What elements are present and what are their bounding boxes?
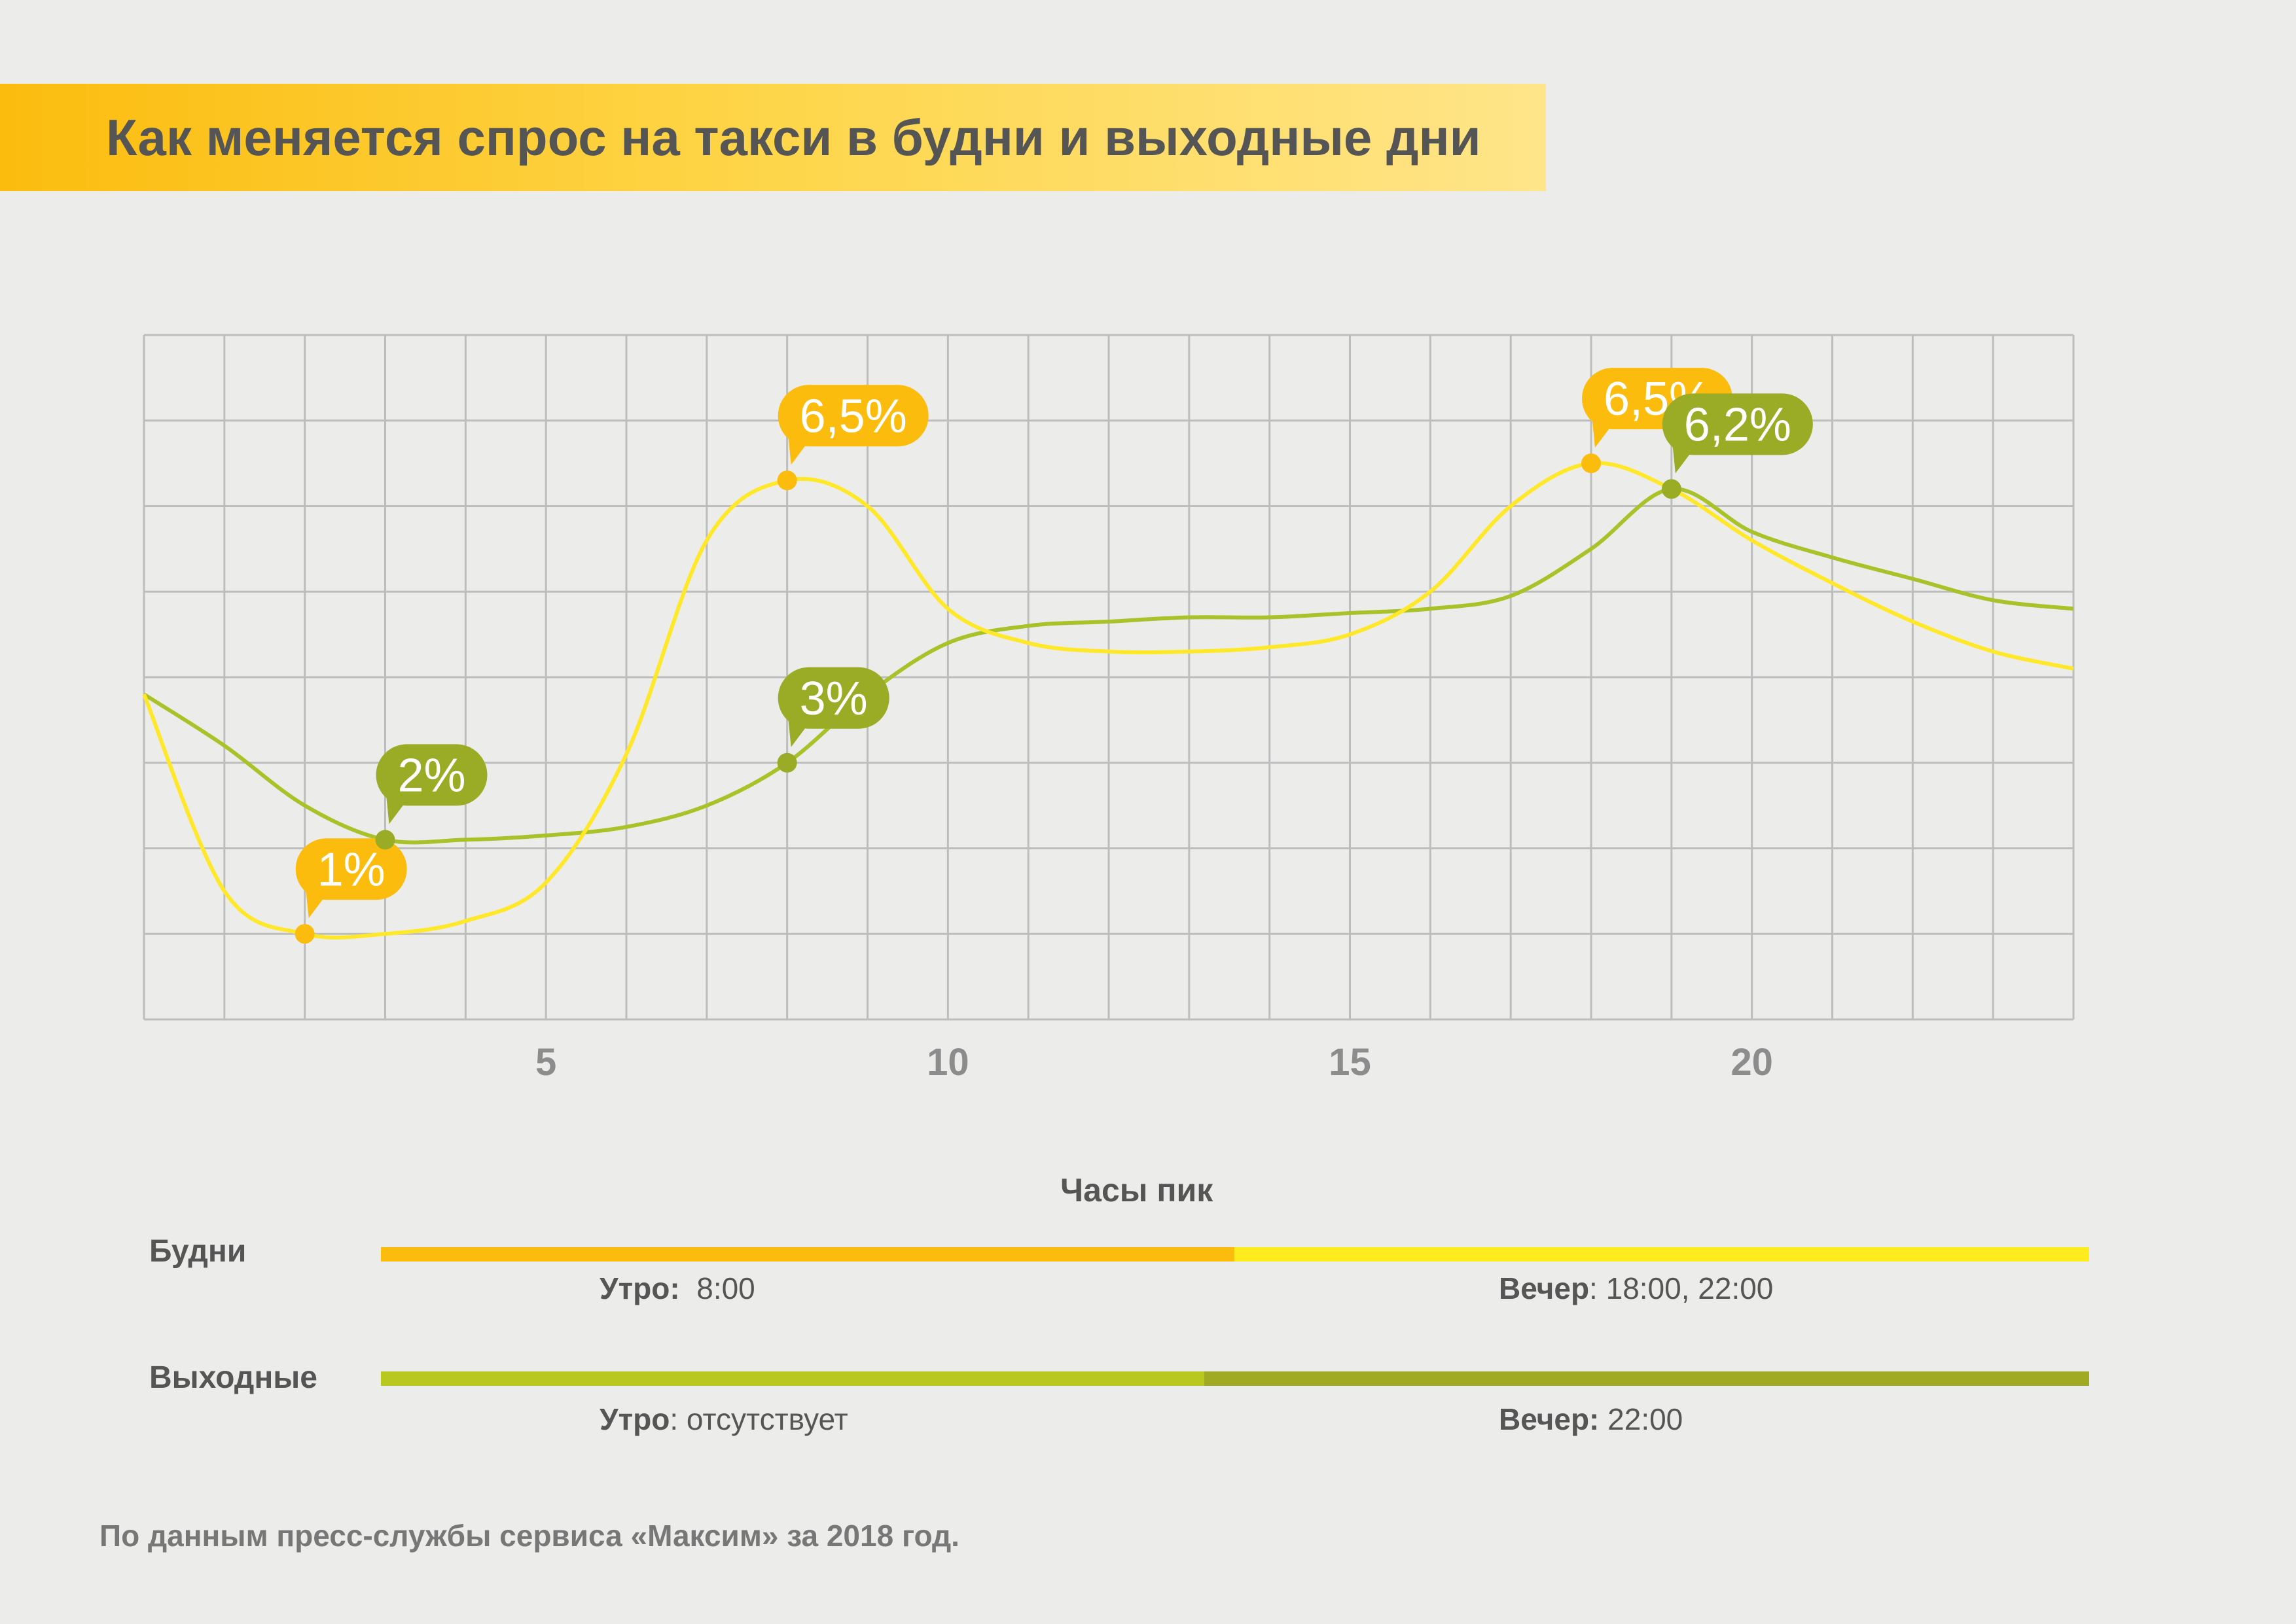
weekday-morning-bar: [381, 1247, 1234, 1262]
callout-pointer: [788, 438, 811, 465]
x-tick-label: 5: [535, 1041, 556, 1084]
callout-label: 6,2%: [1684, 398, 1791, 451]
weekday-evening-label: Вечер: [1499, 1271, 1590, 1305]
chart-annotations: 1%2%6,5%3%6,5%6,2%: [295, 368, 1813, 944]
x-tick-label: 10: [927, 1041, 969, 1084]
weekend-morning-label: Утро: [600, 1402, 670, 1436]
data-point-marker: [777, 752, 797, 773]
weekday-evening-value: : 18:00, 22:00: [1589, 1271, 1774, 1305]
weekday-morning-value: 8:00: [696, 1271, 755, 1305]
weekday-row-label: Будни: [149, 1234, 247, 1269]
callout-label: 3%: [800, 673, 868, 725]
callout-bubble: [295, 838, 407, 900]
weekend-evening-value: 22:00: [1607, 1402, 1683, 1436]
callout-label: 2%: [397, 749, 465, 802]
data-point-marker: [1661, 479, 1681, 499]
data-point-marker: [1581, 453, 1601, 474]
source-note: По данным пресс-службы сервиса «Максим» …: [99, 1519, 960, 1553]
weekday-series-line: [142, 461, 2074, 940]
data-point-marker: [777, 470, 797, 491]
callout-bubble: [778, 385, 929, 447]
annotation-callout: 2%: [376, 744, 488, 824]
callout-pointer: [306, 892, 329, 919]
callout-pointer: [788, 720, 811, 747]
data-point-marker: [375, 830, 395, 850]
weekday-morning-caption: Утро: 8:00: [600, 1271, 755, 1306]
weekend-morning-value: : отсутствует: [670, 1402, 848, 1436]
title-banner: Как меняется спрос на такси в будни и вы…: [0, 84, 1546, 191]
weekend-morning-bar: [381, 1371, 1204, 1386]
callout-bubble: [778, 667, 889, 729]
weekday-morning-label: Утро:: [600, 1271, 680, 1305]
chart-series: [142, 461, 2074, 940]
chart-title: Как меняется спрос на такси в будни и вы…: [106, 109, 1481, 166]
callout-pointer: [386, 798, 409, 824]
annotation-callout: 6,2%: [1662, 393, 1813, 474]
callout-bubble: [1662, 393, 1813, 455]
weekday-evening-bar: [1234, 1247, 2089, 1262]
annotation-callout: 6,5%: [778, 385, 929, 465]
callout-bubble: [376, 744, 488, 806]
annotation-callout: 1%: [295, 838, 407, 919]
callout-label: 1%: [317, 843, 386, 896]
x-axis-ticks: 5 10 15 20: [535, 1041, 1773, 1084]
annotation-callout: 3%: [778, 667, 889, 747]
callout-pointer: [1672, 447, 1695, 474]
callout-pointer: [1592, 421, 1615, 448]
weekend-row-label: Выходные: [149, 1360, 317, 1395]
weekend-evening-label: Вечер:: [1499, 1402, 1600, 1436]
weekend-morning-caption: Утро: отсутствует: [600, 1402, 848, 1437]
weekend-series-line: [143, 487, 2074, 845]
callout-label: 6,5%: [800, 390, 907, 442]
peak-hours-title: Часы пик: [1060, 1172, 1213, 1209]
weekend-evening-bar: [1204, 1371, 2089, 1386]
weekday-evening-caption: Вечер: 18:00, 22:00: [1499, 1271, 1773, 1306]
data-point-marker: [295, 924, 315, 944]
weekend-evening-caption: Вечер: 22:00: [1499, 1402, 1683, 1437]
x-tick-label: 20: [1731, 1041, 1773, 1084]
x-tick-label: 15: [1329, 1041, 1371, 1084]
